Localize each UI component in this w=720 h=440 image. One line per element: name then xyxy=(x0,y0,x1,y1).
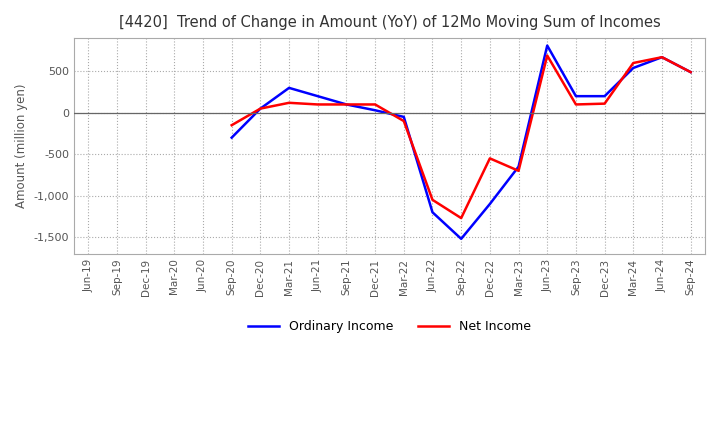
Net Income xyxy=(371,102,379,107)
Net Income xyxy=(228,123,236,128)
Ordinary Income xyxy=(400,114,408,120)
Net Income xyxy=(313,102,322,107)
Net Income xyxy=(428,197,437,202)
Net Income xyxy=(342,102,351,107)
Legend: Ordinary Income, Net Income: Ordinary Income, Net Income xyxy=(243,315,536,338)
Net Income xyxy=(657,55,666,60)
Line: Net Income: Net Income xyxy=(232,55,690,218)
Ordinary Income xyxy=(600,94,609,99)
Ordinary Income xyxy=(313,94,322,99)
Line: Ordinary Income: Ordinary Income xyxy=(232,46,690,239)
Net Income xyxy=(600,101,609,106)
Ordinary Income xyxy=(572,94,580,99)
Ordinary Income xyxy=(457,236,466,242)
Net Income xyxy=(284,100,293,106)
Ordinary Income xyxy=(256,106,265,111)
Ordinary Income xyxy=(686,70,695,75)
Net Income xyxy=(686,70,695,75)
Ordinary Income xyxy=(371,108,379,113)
Ordinary Income xyxy=(543,43,552,48)
Ordinary Income xyxy=(514,164,523,169)
Ordinary Income xyxy=(657,55,666,60)
Ordinary Income xyxy=(228,135,236,140)
Y-axis label: Amount (million yen): Amount (million yen) xyxy=(15,84,28,208)
Net Income xyxy=(629,60,638,66)
Ordinary Income xyxy=(342,102,351,107)
Title: [4420]  Trend of Change in Amount (YoY) of 12Mo Moving Sum of Incomes: [4420] Trend of Change in Amount (YoY) o… xyxy=(119,15,660,30)
Ordinary Income xyxy=(629,65,638,70)
Ordinary Income xyxy=(485,202,494,207)
Net Income xyxy=(256,106,265,111)
Ordinary Income xyxy=(428,209,437,215)
Net Income xyxy=(514,168,523,173)
Net Income xyxy=(543,53,552,58)
Net Income xyxy=(457,216,466,221)
Net Income xyxy=(400,118,408,124)
Net Income xyxy=(572,102,580,107)
Ordinary Income xyxy=(284,85,293,91)
Net Income xyxy=(485,156,494,161)
